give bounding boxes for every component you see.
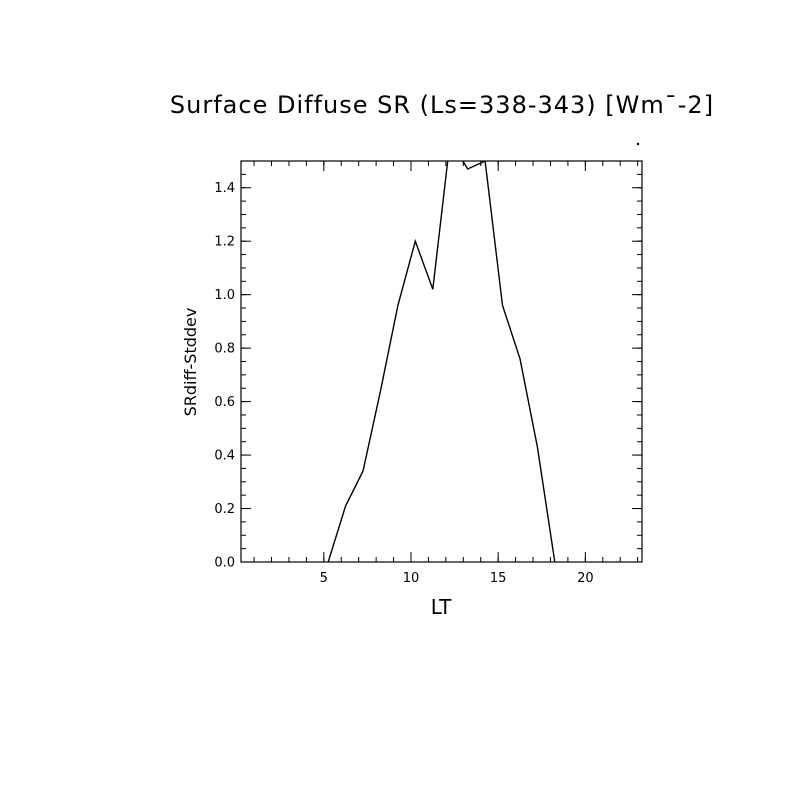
y-tick-label: 1.2 <box>214 235 235 250</box>
chart-title: Surface Diffuse SR (Ls=338-343) [Wm¯-2] <box>170 91 714 119</box>
x-tick-label: 10 <box>403 571 420 586</box>
x-axis-label: LT <box>431 595 452 619</box>
x-tick-label: 5 <box>320 571 328 586</box>
y-tick-label: 0.6 <box>214 395 235 410</box>
x-tick-label: 15 <box>490 571 507 586</box>
y-tick-label: 1.4 <box>214 181 235 196</box>
tick-labels: 5 10 15 20 0.0 0.2 0.4 0.6 0.8 1.0 1.2 1.4 <box>214 181 593 586</box>
y-tick-label: 0.4 <box>214 449 235 464</box>
y-tick-label: 0.8 <box>214 342 235 357</box>
series-line <box>327 161 556 562</box>
axis-ticks <box>241 160 642 563</box>
y-tick-label: 0.2 <box>214 502 235 517</box>
y-tick-label: 0.0 <box>214 556 235 571</box>
stray-dot <box>636 142 640 146</box>
y-axis-label: SRdiff-Stddev <box>181 308 200 417</box>
y-tick-label: 1.0 <box>214 288 235 303</box>
plot-frame <box>240 160 643 563</box>
x-tick-label: 20 <box>577 571 594 586</box>
